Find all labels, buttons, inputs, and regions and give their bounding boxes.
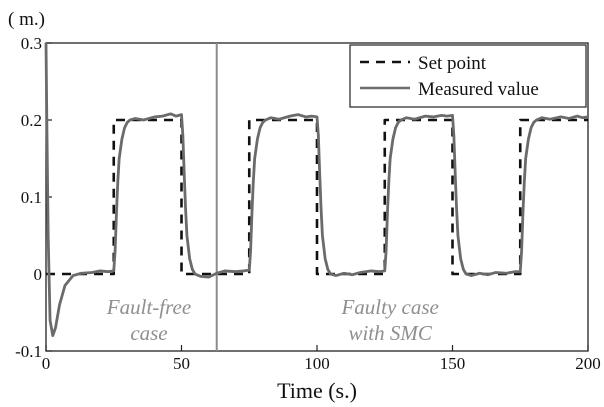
ylabel: ( m.) <box>8 9 45 30</box>
legend-label-set-point: Set point <box>418 53 487 74</box>
y-tick-label: 0 <box>34 265 43 284</box>
legend-box <box>349 44 587 108</box>
legend: Set point Measured value <box>349 44 587 108</box>
annotation-text: with SMC <box>348 321 432 345</box>
legend-label-measured-value: Measured value <box>418 79 539 100</box>
annotation-text: Fault-free <box>106 295 191 319</box>
y-tick-label: -0.1 <box>15 342 42 361</box>
x-tick-label: 100 <box>304 354 330 373</box>
x-tick-label: 0 <box>42 354 51 373</box>
y-tick-label: 0.3 <box>21 34 42 53</box>
xlabel: Time (s.) <box>277 378 357 403</box>
set-point-line <box>46 118 588 276</box>
annotation-text: Faulty case <box>340 295 438 319</box>
annotation-text: case <box>130 321 167 345</box>
series-group <box>44 42 589 337</box>
measured-value-line <box>44 42 589 337</box>
y-tick-label: 0.2 <box>21 111 42 130</box>
x-tick-label: 150 <box>440 354 466 373</box>
y-tick-label: 0.1 <box>21 188 42 207</box>
x-tick-label: 200 <box>575 354 601 373</box>
x-tick-label: 50 <box>173 354 190 373</box>
